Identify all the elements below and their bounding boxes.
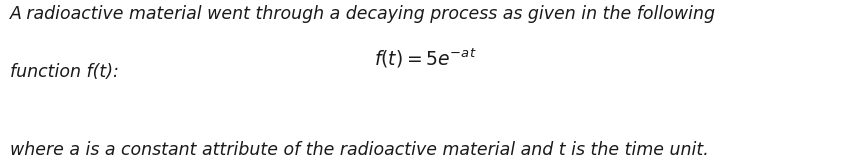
Text: function f(t):: function f(t): xyxy=(10,63,119,81)
Text: $f(t) = 5e^{-at}$: $f(t) = 5e^{-at}$ xyxy=(374,46,476,70)
Text: A radioactive material went through a decaying process as given in the following: A radioactive material went through a de… xyxy=(10,5,717,23)
Text: where a is a constant attribute of the radioactive material and t is the time un: where a is a constant attribute of the r… xyxy=(10,141,709,159)
